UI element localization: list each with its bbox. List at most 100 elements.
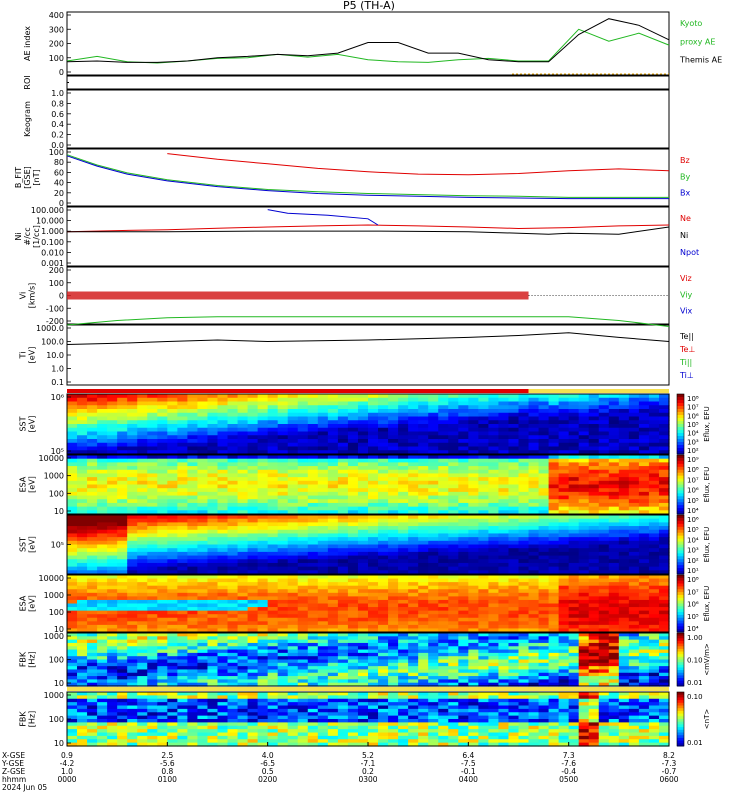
spectrogram-cell (228, 600, 239, 604)
colorbar-tick-label: 10⁵ (687, 526, 699, 534)
spectrogram-cell (398, 455, 409, 459)
spectrogram-cell (238, 614, 249, 618)
spectrogram-cell (448, 519, 459, 523)
spectrogram-cell (368, 466, 379, 470)
spectrogram-cell (87, 439, 98, 443)
spectrogram-cell (348, 582, 359, 586)
spectrogram-cell (629, 417, 640, 421)
spectrogram-cell (519, 589, 530, 593)
spectrogram-cell (589, 621, 600, 625)
colorbar-cell (677, 461, 684, 464)
spectrogram-cell (519, 519, 530, 523)
spectrogram-cell (147, 507, 158, 511)
spectrogram-cell (167, 432, 178, 436)
spectrogram-cell (87, 507, 98, 511)
spectrogram-cell (639, 428, 650, 432)
spectrogram-cell (619, 614, 630, 618)
spectrogram-cell (488, 541, 499, 545)
spectrogram-cell (248, 579, 259, 583)
spectrogram-cell (127, 488, 138, 492)
spectrogram-cell (207, 563, 218, 567)
spectrogram-cell (358, 424, 369, 428)
spectrogram-cell (549, 503, 560, 507)
spectrogram-cell (478, 614, 489, 618)
spectrogram-cell (358, 428, 369, 432)
spectrogram-cell (67, 552, 78, 556)
spectrogram-cell (438, 488, 449, 492)
spectrogram-cell (549, 533, 560, 537)
spectrogram-cell (428, 526, 439, 530)
spectrogram-cell (268, 575, 279, 579)
spectrogram-cell (288, 545, 299, 549)
spectrogram-cell (258, 552, 269, 556)
spectrogram-cell (258, 607, 269, 611)
spectrogram-cell (167, 593, 178, 597)
spectrogram-cell (187, 447, 198, 451)
colorbar-cell (677, 455, 684, 458)
spectrogram-cell (388, 432, 399, 436)
spectrogram-cell (338, 428, 349, 432)
spectrogram-cell (97, 499, 108, 503)
spectrogram-cell (378, 435, 389, 439)
spectrogram-cell (298, 621, 309, 625)
spectrogram-cell (388, 496, 399, 500)
spectrogram-cell (428, 402, 439, 406)
spectrogram-cell (97, 443, 108, 447)
spectrogram-cell (197, 621, 208, 625)
spectrogram-cell (328, 485, 339, 489)
spectrogram-cell (298, 424, 309, 428)
spectrogram-cell (458, 473, 469, 477)
spectrogram-cell (228, 519, 239, 523)
spectrogram-cell (388, 424, 399, 428)
spectrogram-cell (458, 604, 469, 608)
spectrogram-cell (448, 499, 459, 503)
spectrogram-cell (107, 625, 118, 629)
spectrogram-cell (408, 586, 419, 590)
spectrogram-cell (288, 618, 299, 622)
spectrogram-cell (338, 618, 349, 622)
spectrogram-cell (248, 420, 259, 424)
spectrogram-cell (87, 409, 98, 413)
spectrogram-cell (137, 593, 148, 597)
spectrogram-cell (87, 394, 98, 398)
spectrogram-cell (388, 462, 399, 466)
spectrogram-cell (458, 556, 469, 560)
spectrogram-cell (649, 575, 660, 579)
colorbar-cell (677, 536, 684, 539)
spectrogram-cell (448, 575, 459, 579)
spectrogram-cell (639, 499, 650, 503)
spectrogram-cell (609, 466, 620, 470)
spectrogram-cell (258, 582, 269, 586)
spectrogram-cell (579, 567, 590, 571)
spectrogram-cell (348, 447, 359, 451)
spectrogram-cell (228, 530, 239, 534)
spectrogram-cell (559, 439, 570, 443)
spectrogram-cell (77, 625, 88, 629)
spectrogram-cell (318, 611, 329, 615)
spectrogram-cell (107, 492, 118, 496)
spectrogram-cell (529, 503, 540, 507)
y-tick-label: 1000.0 (36, 324, 64, 333)
spectrogram-cell (508, 405, 519, 409)
spectrogram-cell (508, 435, 519, 439)
spectrogram-cell (388, 477, 399, 481)
spectrogram-cell (328, 473, 339, 477)
spectrogram-cell (87, 618, 98, 622)
spectrogram-cell (539, 548, 550, 552)
spectrogram-cell (498, 470, 509, 474)
spectrogram-cell (197, 567, 208, 571)
spectrogram-cell (207, 596, 218, 600)
spectrogram-cell (207, 413, 218, 417)
spectrogram-cell (238, 548, 249, 552)
spectrogram-cell (157, 481, 168, 485)
spectrogram-cell (177, 435, 188, 439)
spectrogram-cell (508, 459, 519, 463)
spectrogram-cell (498, 589, 509, 593)
spectrogram-cell (388, 589, 399, 593)
spectrogram-cell (67, 496, 78, 500)
spectrogram-cell (167, 545, 178, 549)
legend-entry: Kyoto (680, 19, 702, 28)
spectrogram-cell (268, 589, 279, 593)
colorbar-cell (677, 418, 684, 422)
